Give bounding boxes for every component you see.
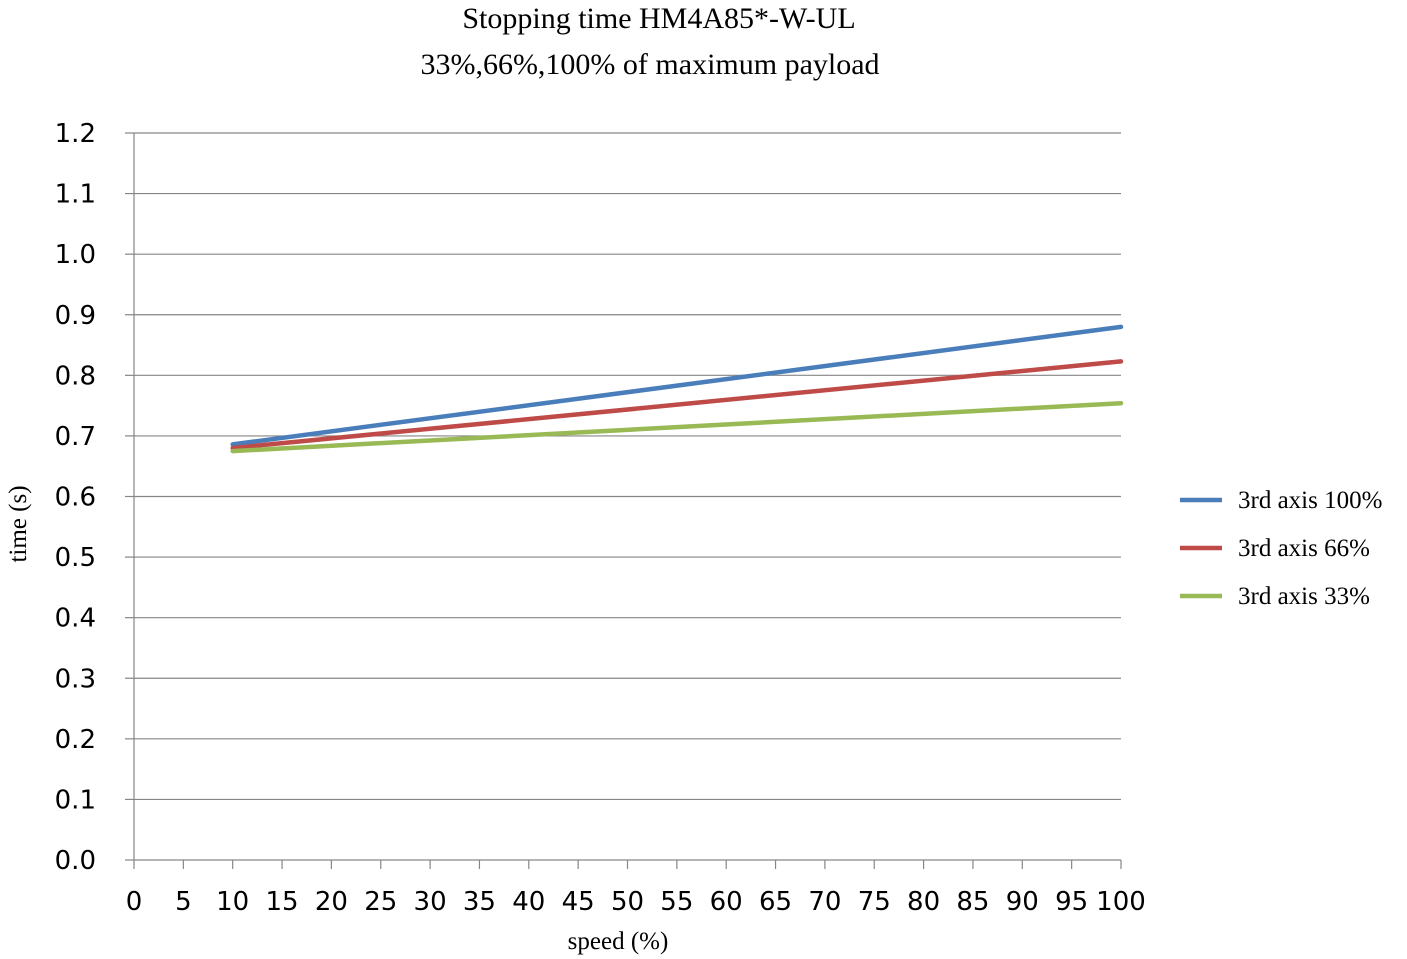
y-tick-labels: 0.0 0.1 0.2 0.3 0.4 0.5 0.6 0.7 0.8 0.9 1.0 1.1 1.2 <box>55 119 96 876</box>
y-tick-label: 0.9 <box>55 301 96 331</box>
y-tick-label: 1.2 <box>55 119 96 149</box>
x-tick-label: 25 <box>364 887 397 917</box>
y-tick-label: 0.8 <box>55 361 96 391</box>
y-tick-label: 0.6 <box>55 483 96 513</box>
y-tick-label: 0.4 <box>55 604 96 634</box>
legend-label: 3rd axis 66% <box>1238 535 1370 562</box>
x-tick-label: 70 <box>808 887 841 917</box>
x-tick-label: 50 <box>611 887 644 917</box>
series-line-3 <box>230 400 1124 454</box>
legend-label: 3rd axis 33% <box>1238 583 1370 610</box>
legend-label: 3rd axis 100% <box>1238 487 1382 514</box>
chart-subtitle: 33%,66%,100% of maximum payload <box>420 48 879 81</box>
series-line-1 <box>230 324 1124 447</box>
x-tick-labels: 0 5 10 15 20 25 30 35 40 45 50 55 60 65 70 75 80 85 90 95 10… <box>126 887 1146 917</box>
x-tick-label: 20 <box>315 887 348 917</box>
x-tick-label: 0 <box>126 887 143 917</box>
y-axis-label: time (s) <box>5 485 32 562</box>
y-tick-label: 0.2 <box>55 725 96 755</box>
x-tick-label: 55 <box>660 887 693 917</box>
series-lines <box>230 324 1124 454</box>
axes <box>125 132 1122 869</box>
x-tick-label: 65 <box>759 887 792 917</box>
chart-title: Stopping time HM4A85*-W-UL <box>462 2 855 35</box>
series-line-2 <box>230 359 1124 451</box>
x-tick-label: 45 <box>562 887 595 917</box>
x-tick-label: 75 <box>858 887 891 917</box>
x-tick-label: 10 <box>216 887 249 917</box>
legend: 3rd axis 100% 3rd axis 66% 3rd axis 33% <box>1180 487 1382 610</box>
x-tick-label: 35 <box>463 887 496 917</box>
x-tick-label: 80 <box>907 887 940 917</box>
x-tick-label: 5 <box>175 887 192 917</box>
y-tick-label: 1.1 <box>55 180 96 210</box>
y-tick-label: 0.5 <box>55 543 96 573</box>
gridlines <box>134 132 1121 801</box>
x-tick-label: 95 <box>1055 887 1088 917</box>
x-tick-label: 30 <box>414 887 447 917</box>
x-tick-label: 85 <box>956 887 989 917</box>
y-tick-label: 0.1 <box>55 785 96 815</box>
x-tick-label: 40 <box>512 887 545 917</box>
x-tick-label: 90 <box>1006 887 1039 917</box>
y-tick-label: 1.0 <box>55 240 96 270</box>
x-axis-label: speed (%) <box>568 928 669 955</box>
x-tick-label: 100 <box>1096 887 1146 917</box>
y-tick-label: 0.0 <box>55 846 96 876</box>
x-tick-label: 15 <box>266 887 299 917</box>
y-tick-label: 0.3 <box>55 664 96 694</box>
y-tick-label: 0.7 <box>55 422 96 452</box>
x-tick-label: 60 <box>710 887 743 917</box>
